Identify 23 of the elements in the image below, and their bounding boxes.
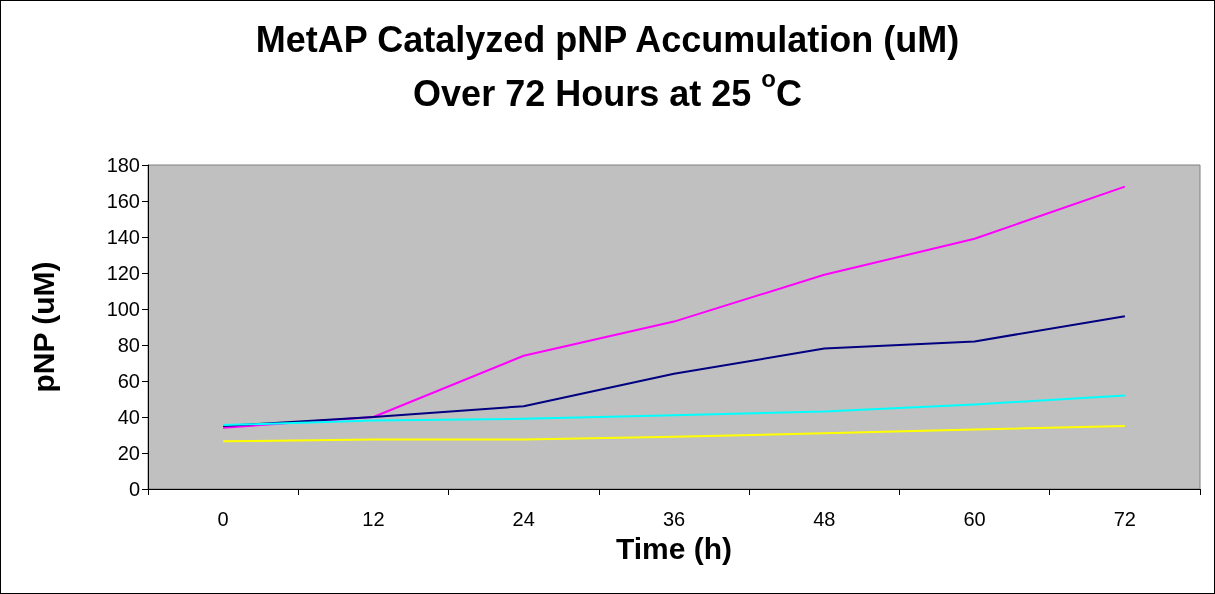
y-tick-label: 120 (106, 262, 140, 284)
line-series (222, 315, 1126, 427)
x-tick-label: 0 (217, 508, 229, 530)
y-tick-label: 160 (106, 190, 140, 212)
y-tick-label: 140 (106, 226, 140, 248)
line-series (222, 185, 1126, 429)
line-series (222, 425, 1126, 443)
x-tick-label: 24 (512, 508, 535, 530)
y-tick-label: 20 (117, 442, 140, 464)
x-tick-label: 72 (1113, 508, 1136, 530)
y-tick-label: 80 (117, 334, 140, 356)
y-tick-label: 180 (106, 154, 140, 176)
x-tick-label: 12 (362, 508, 385, 530)
x-axis-title: Time (h) (615, 532, 733, 566)
x-tick-label: 48 (813, 508, 836, 530)
y-tick-label: 40 (117, 406, 140, 428)
y-tick-label: 0 (128, 478, 140, 500)
y-axis-title: pNP (uM) (26, 261, 60, 393)
x-tick-label: 36 (662, 508, 686, 530)
line-series (222, 394, 1126, 427)
x-tick-label: 60 (963, 508, 986, 530)
y-tick-label: 100 (106, 298, 140, 320)
y-tick-label: 60 (117, 370, 140, 392)
